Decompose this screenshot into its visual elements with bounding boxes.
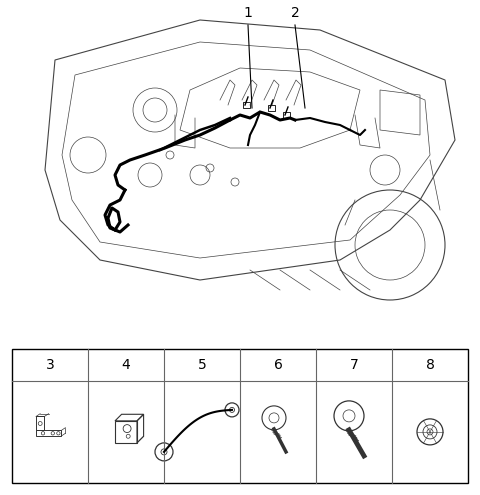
Text: 8: 8 [426,358,434,372]
Bar [283,112,290,118]
Bar [243,102,250,108]
Text: 4: 4 [121,358,131,372]
Bar [268,105,275,111]
Bar [12,349,468,483]
Text: 3: 3 [46,358,54,372]
Text: 2: 2 [290,6,300,20]
Text: 5: 5 [198,358,206,372]
Text: 7: 7 [349,358,359,372]
Text: 1: 1 [243,6,252,20]
Text: 6: 6 [274,358,282,372]
